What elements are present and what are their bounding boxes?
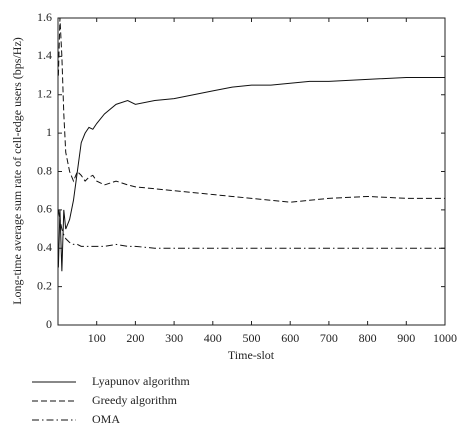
y-tick-label: 0.2: [37, 278, 52, 292]
y-tick-label: 0.6: [37, 202, 52, 216]
legend-label: Greedy algorithm: [92, 393, 178, 407]
series-line: [57, 17, 445, 203]
y-axis-label: Long-time average sum rate of cell-edge …: [10, 37, 24, 305]
x-tick-label: 600: [281, 331, 299, 345]
x-tick-label: 700: [320, 331, 338, 345]
x-tick-label: 200: [126, 331, 144, 345]
x-tick-label: 1000: [433, 331, 457, 345]
x-tick-label: 800: [359, 331, 377, 345]
y-tick-label: 1.2: [37, 87, 52, 101]
y-tick-label: 1.4: [37, 48, 52, 62]
x-tick-label: 500: [243, 331, 261, 345]
y-tick-label: 1: [46, 125, 52, 139]
x-tick-label: 100: [88, 331, 106, 345]
y-tick-label: 0: [46, 317, 52, 331]
y-tick-label: 0.4: [37, 240, 52, 254]
x-tick-label: 400: [204, 331, 222, 345]
series-line: [57, 209, 445, 249]
y-tick-label: 0.8: [37, 163, 52, 177]
legend-label: Lyapunov algorithm: [92, 374, 190, 388]
plot-frame: [57, 17, 446, 326]
x-tick-label: 300: [165, 331, 183, 345]
series-line: [57, 76, 445, 272]
legend-label: OMA: [92, 412, 120, 426]
x-axis-label: Time-slot: [228, 348, 275, 362]
x-tick-label: 900: [397, 331, 415, 345]
y-tick-label: 1.6: [37, 10, 52, 24]
